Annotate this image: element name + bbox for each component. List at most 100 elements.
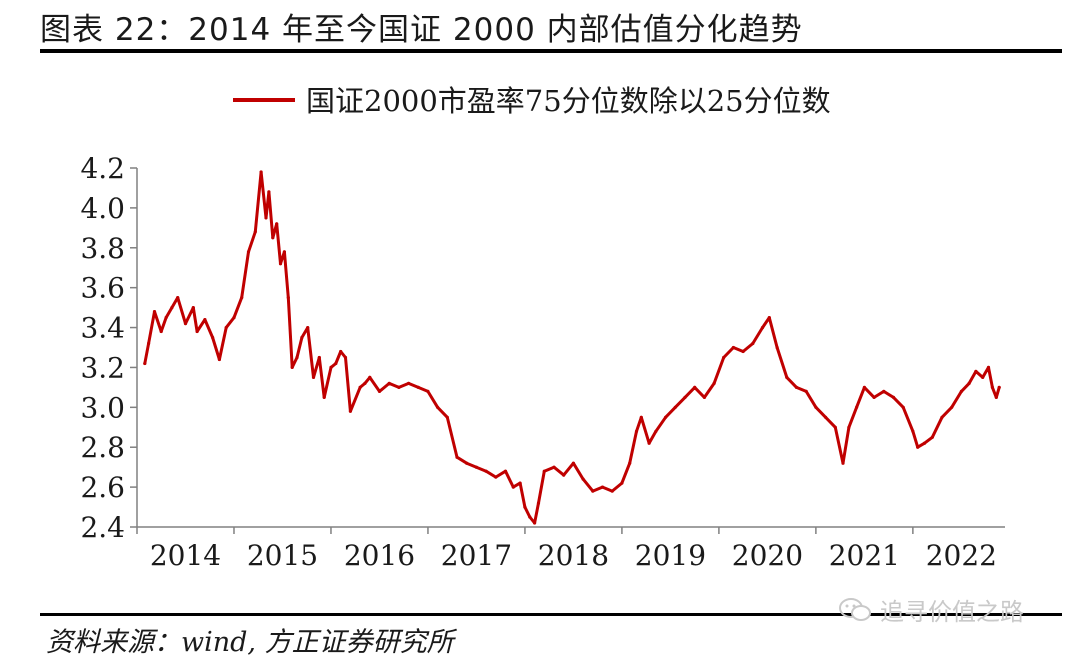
data-point <box>484 469 488 473</box>
data-point <box>741 349 745 354</box>
axes: 2.4 2.6 2.8 3.0 3.2 3.4 3.6 3.8 4.0 4.2 2014 2015 20… <box>80 152 1005 572</box>
x-tick-label: 2020 <box>732 539 803 572</box>
data-point <box>751 341 755 346</box>
data-point <box>264 216 268 220</box>
data-point <box>183 322 188 326</box>
data-point <box>760 326 765 330</box>
series-line <box>143 170 1001 525</box>
top-rule <box>40 49 1062 53</box>
data-point <box>295 355 299 360</box>
x-tick-label: 2016 <box>344 539 415 572</box>
data-point <box>259 170 263 174</box>
bottom-rule <box>40 613 1062 616</box>
data-point <box>203 318 207 322</box>
data-point <box>322 395 326 399</box>
data-point <box>339 349 343 354</box>
data-point <box>397 385 401 389</box>
x-tick-label: 2014 <box>150 539 221 572</box>
plot-area <box>143 170 1001 525</box>
data-point <box>195 329 199 334</box>
y-tick-label: 4.0 <box>80 192 125 225</box>
data-point <box>794 385 799 389</box>
data-point <box>855 405 859 409</box>
data-point <box>368 375 372 379</box>
data-point <box>814 405 818 409</box>
data-point <box>306 326 310 330</box>
data-point <box>833 425 837 429</box>
data-point <box>731 345 736 350</box>
data-point <box>785 375 789 379</box>
data-point <box>253 230 257 234</box>
watermark-text: 追寻价值之路 <box>880 598 1024 626</box>
watermark: 追寻价值之路 <box>838 592 1024 627</box>
data-point <box>994 395 998 399</box>
data-point <box>164 316 168 320</box>
data-point <box>562 473 566 477</box>
x-tick-label: 2019 <box>635 539 706 572</box>
data-point <box>474 465 478 469</box>
data-point <box>271 236 275 240</box>
data-point <box>847 425 851 429</box>
data-point <box>634 429 639 433</box>
y-tick-label: 2.6 <box>80 471 125 504</box>
data-point <box>628 461 632 465</box>
data-point <box>278 262 283 266</box>
data-point <box>683 395 687 399</box>
data-point <box>282 250 286 254</box>
data-point <box>959 389 964 393</box>
data-point <box>639 415 643 419</box>
data-point <box>542 469 546 473</box>
y-tick-label: 2.4 <box>80 511 125 544</box>
data-point <box>246 250 251 254</box>
data-point <box>286 296 290 300</box>
data-point <box>147 341 151 346</box>
data-point <box>804 389 808 393</box>
data-point <box>455 455 459 459</box>
data-point <box>494 475 498 479</box>
data-point <box>891 395 896 399</box>
data-point <box>358 385 362 389</box>
x-tick-label: 2015 <box>247 539 318 572</box>
data-point <box>581 477 585 481</box>
data-point <box>693 385 697 389</box>
data-point <box>159 329 163 334</box>
data-point <box>143 361 147 366</box>
data-point <box>416 385 420 389</box>
data-point <box>426 389 430 393</box>
data-point <box>767 316 771 320</box>
data-point <box>348 409 352 413</box>
data-point <box>317 355 321 360</box>
data-point <box>922 441 927 445</box>
data-point <box>901 405 905 409</box>
data-point <box>240 296 244 300</box>
data-point <box>329 365 333 369</box>
data-point <box>170 306 174 310</box>
y-tick-label: 3.0 <box>80 391 125 424</box>
data-point <box>334 361 338 366</box>
data-point <box>552 465 556 469</box>
data-point <box>275 222 279 226</box>
data-point <box>377 389 382 393</box>
data-point <box>211 335 215 340</box>
data-point <box>967 381 971 385</box>
data-point <box>990 385 995 389</box>
data-point <box>841 461 845 465</box>
data-point <box>930 435 934 439</box>
data-point <box>911 429 915 433</box>
y-tick-label: 2.8 <box>80 431 125 464</box>
data-point <box>916 445 920 449</box>
data-point <box>363 381 367 385</box>
data-point <box>528 515 532 519</box>
line-chart: 国证2000市盈率75分位数除以25分位数 2.4 2.6 2.8 3.0 3.2 3.4… <box>80 84 1005 572</box>
data-point <box>176 296 180 300</box>
data-point <box>981 375 985 379</box>
data-point <box>311 375 316 379</box>
data-point <box>986 365 991 369</box>
data-point <box>702 395 707 399</box>
x-tick-label: 2021 <box>829 539 900 572</box>
data-point <box>712 381 716 385</box>
data-point <box>775 345 779 350</box>
wechat-icon <box>839 597 871 621</box>
data-point <box>647 441 651 445</box>
data-point <box>997 385 1001 389</box>
